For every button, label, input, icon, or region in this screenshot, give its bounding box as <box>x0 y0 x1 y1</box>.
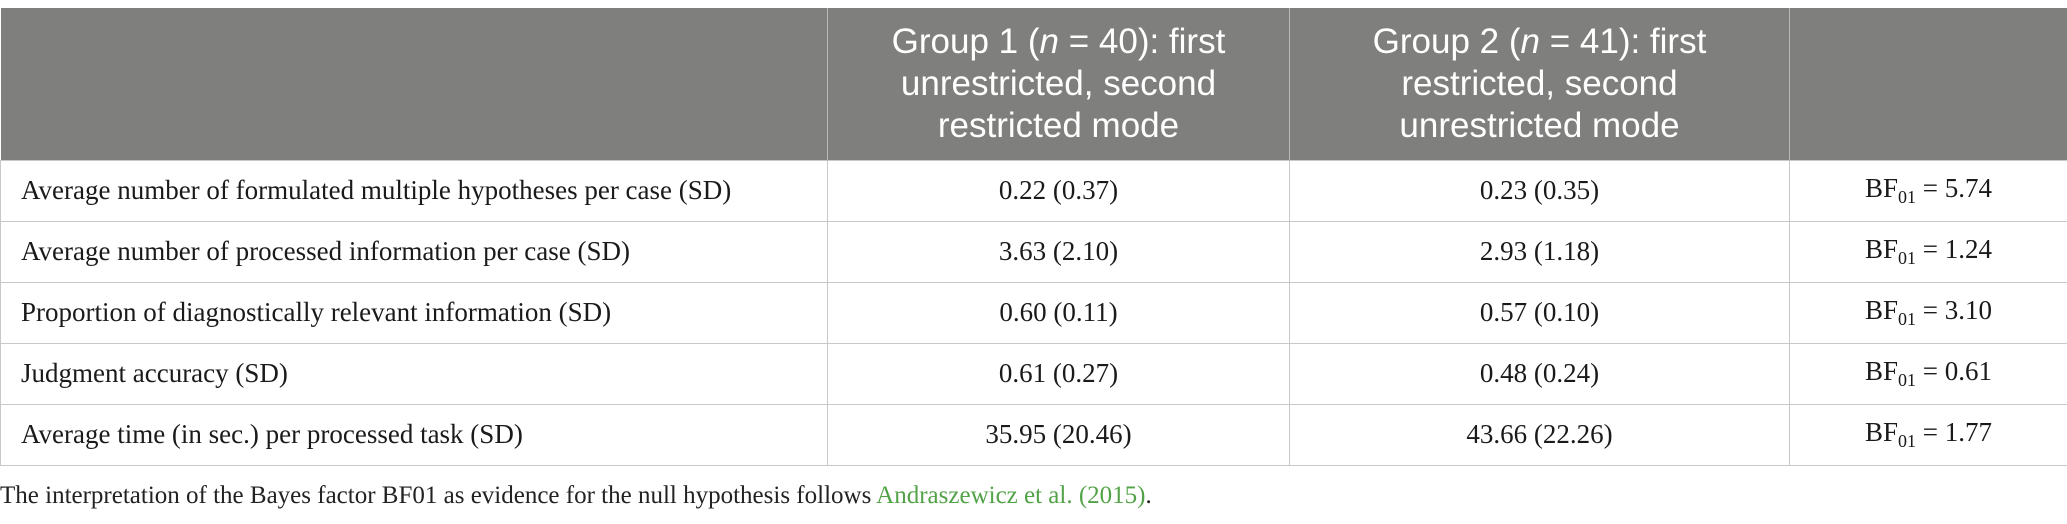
group-1-value: 35.95 (20.46) <box>827 403 1290 466</box>
table-row: Judgment accuracy (SD) 0.61 (0.27) 0.48 … <box>0 342 2067 405</box>
bayes-factor: BF01 = 0.61 <box>1789 342 2067 405</box>
table-row: Average time (in sec.) per processed tas… <box>0 403 2067 466</box>
table-row: Average number of processed information … <box>0 220 2067 283</box>
group-2-value: 0.23 (0.35) <box>1289 159 1790 222</box>
results-table: Group 1 (n = 40): first unrestricted, se… <box>0 8 2067 466</box>
group-2-value: 0.48 (0.24) <box>1289 342 1790 405</box>
group-1-value: 0.22 (0.37) <box>827 159 1290 222</box>
header-group-1: Group 1 (n = 40): first unrestricted, se… <box>827 8 1290 160</box>
row-label: Judgment accuracy (SD) <box>0 342 828 405</box>
header-empty-bf <box>1789 8 2067 160</box>
group-1-value: 0.61 (0.27) <box>827 342 1290 405</box>
group-2-value: 0.57 (0.10) <box>1289 281 1790 344</box>
bayes-factor: BF01 = 1.24 <box>1789 220 2067 283</box>
header-empty-label <box>0 8 828 160</box>
group-1-value: 0.60 (0.11) <box>827 281 1290 344</box>
header-group-2: Group 2 (n = 41): first restricted, seco… <box>1289 8 1790 160</box>
group-2-value: 43.66 (22.26) <box>1289 403 1790 466</box>
group-2-value: 2.93 (1.18) <box>1289 220 1790 283</box>
group-1-value: 3.63 (2.10) <box>827 220 1290 283</box>
bayes-factor: BF01 = 1.77 <box>1789 403 2067 466</box>
row-label: Average number of processed information … <box>0 220 828 283</box>
citation-link[interactable]: Andraszewicz et al. (2015) <box>876 482 1146 509</box>
row-label: Average time (in sec.) per processed tas… <box>0 403 828 466</box>
table-row: Average number of formulated multiple hy… <box>0 159 2067 222</box>
row-label: Proportion of diagnostically relevant in… <box>0 281 828 344</box>
table-row: Proportion of diagnostically relevant in… <box>0 281 2067 344</box>
bayes-factor: BF01 = 3.10 <box>1789 281 2067 344</box>
table-header-row: Group 1 (n = 40): first unrestricted, se… <box>0 8 2067 160</box>
bayes-factor: BF01 = 5.74 <box>1789 159 2067 222</box>
row-label: Average number of formulated multiple hy… <box>0 159 828 222</box>
results-table-container: Group 1 (n = 40): first unrestricted, se… <box>0 8 2067 466</box>
table-footnote: The interpretation of the Bayes factor B… <box>0 482 1152 509</box>
